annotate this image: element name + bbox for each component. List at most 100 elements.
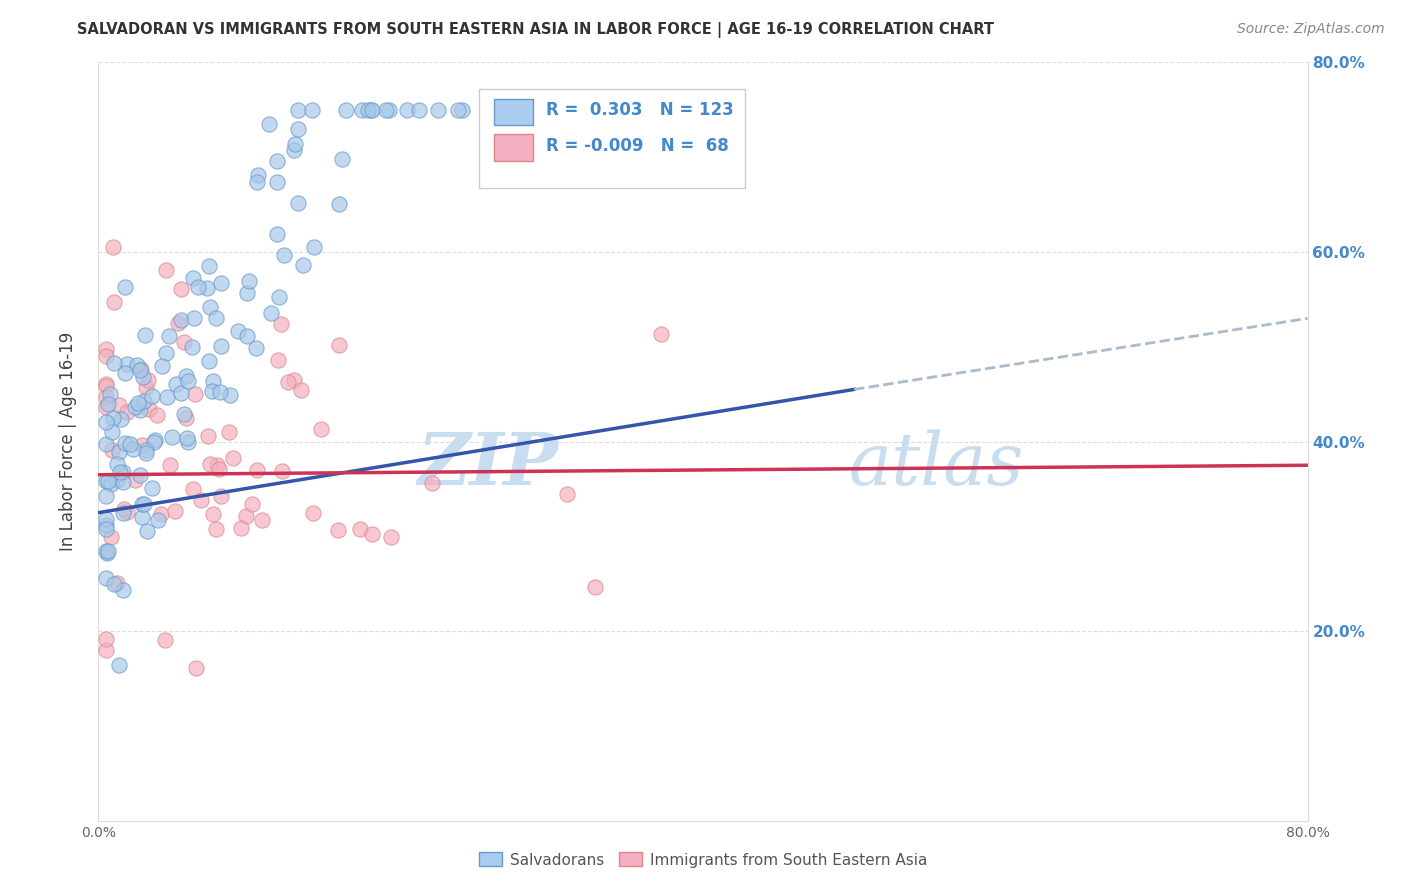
Point xyxy=(129,468,152,483)
Point xyxy=(198,300,221,314)
Text: R =  0.303   N = 123: R = 0.303 N = 123 xyxy=(546,101,734,120)
Point xyxy=(201,508,224,522)
Point xyxy=(97,474,120,488)
Point xyxy=(103,577,125,591)
Point xyxy=(352,103,374,117)
Point xyxy=(266,227,288,241)
Point xyxy=(267,353,290,368)
Point xyxy=(100,530,122,544)
Point xyxy=(94,437,117,451)
Point xyxy=(231,521,253,535)
Point xyxy=(284,137,307,152)
Point xyxy=(222,451,245,466)
Point xyxy=(97,543,120,558)
Point xyxy=(235,509,257,524)
Point xyxy=(495,103,517,117)
Point xyxy=(115,405,138,419)
Point xyxy=(198,354,221,368)
Point xyxy=(124,400,146,414)
Point xyxy=(377,103,399,117)
Point xyxy=(108,658,131,673)
Point xyxy=(101,425,124,439)
Point xyxy=(257,117,280,131)
Point xyxy=(357,103,380,117)
Point xyxy=(328,197,350,211)
Point xyxy=(114,435,136,450)
Point xyxy=(98,387,121,401)
Point xyxy=(208,384,231,399)
Point xyxy=(94,571,117,585)
Point xyxy=(94,474,117,488)
Point xyxy=(125,358,148,372)
Point xyxy=(155,263,177,277)
Point xyxy=(174,411,197,425)
Point xyxy=(114,366,136,380)
Point xyxy=(127,396,149,410)
Point xyxy=(157,328,180,343)
Point xyxy=(165,376,187,391)
Point xyxy=(94,400,117,414)
Point xyxy=(176,431,198,445)
Point xyxy=(266,175,288,189)
Point xyxy=(266,154,288,169)
Point xyxy=(112,501,135,516)
Point xyxy=(155,345,177,359)
Point xyxy=(115,505,138,519)
Point xyxy=(209,276,232,290)
Point xyxy=(138,401,160,416)
Point xyxy=(245,175,267,189)
Point xyxy=(190,492,212,507)
Point xyxy=(94,342,117,356)
Point xyxy=(112,475,135,489)
Point xyxy=(301,103,323,117)
Point xyxy=(287,121,309,136)
Bar xyxy=(494,135,533,161)
FancyBboxPatch shape xyxy=(479,89,745,187)
Point xyxy=(142,435,165,450)
Point xyxy=(301,506,323,520)
Point xyxy=(198,457,221,471)
Point xyxy=(447,103,470,117)
Text: ZIP: ZIP xyxy=(418,429,558,500)
Point xyxy=(101,443,124,458)
Point xyxy=(96,379,118,393)
Point xyxy=(94,517,117,532)
Point xyxy=(208,462,231,476)
Point xyxy=(326,524,349,538)
Point xyxy=(132,370,155,384)
Point xyxy=(94,376,117,391)
Point xyxy=(174,368,197,383)
Point xyxy=(287,103,309,117)
Point xyxy=(290,383,312,397)
Point xyxy=(135,443,157,458)
Point xyxy=(200,384,222,398)
Point xyxy=(330,152,353,166)
Point xyxy=(132,497,155,511)
Point xyxy=(236,328,259,343)
Point xyxy=(360,103,382,117)
Point xyxy=(149,508,172,522)
Point xyxy=(451,103,474,117)
Point xyxy=(181,340,204,354)
Point xyxy=(273,248,295,262)
Point xyxy=(195,281,218,295)
Point xyxy=(201,374,224,388)
Point xyxy=(173,407,195,421)
Point xyxy=(114,280,136,294)
Point xyxy=(156,390,179,404)
Point xyxy=(112,506,135,520)
Point xyxy=(287,196,309,211)
Text: R = -0.009   N =  68: R = -0.009 N = 68 xyxy=(546,136,728,155)
Point xyxy=(205,311,228,326)
Point xyxy=(205,522,228,536)
Point xyxy=(426,103,449,117)
Point xyxy=(122,442,145,456)
Point xyxy=(420,476,443,491)
Point xyxy=(135,445,157,459)
Point xyxy=(612,103,634,117)
Point xyxy=(583,580,606,594)
Point xyxy=(361,103,384,117)
Text: SALVADORAN VS IMMIGRANTS FROM SOUTH EASTERN ASIA IN LABOR FORCE | AGE 16-19 CORR: SALVADORAN VS IMMIGRANTS FROM SOUTH EAST… xyxy=(77,22,994,38)
Point xyxy=(124,474,146,488)
Point xyxy=(184,387,207,401)
